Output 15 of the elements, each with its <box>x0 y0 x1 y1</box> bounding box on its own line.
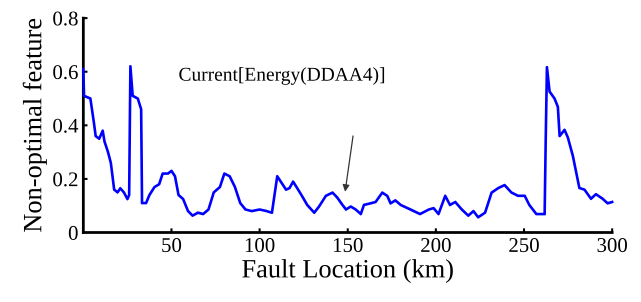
annotation: Current[Energy(DDAA4)] <box>179 67 384 85</box>
y-tick-label: 0.6 <box>53 65 78 80</box>
x-axis-title: Fault Location (km) <box>242 259 453 284</box>
x-tick-label: 300 <box>598 238 627 252</box>
y-axis-title: Non-optimal feature <box>22 18 47 232</box>
x-tick-label: 250 <box>509 238 539 252</box>
y-tick-label: 0.8 <box>53 11 78 26</box>
y-tick-label: 0.2 <box>53 172 78 186</box>
x-tick-label: 200 <box>421 238 451 252</box>
x-tick-label: 100 <box>246 238 274 252</box>
x-tick-label: 50 <box>162 238 182 252</box>
x-tick-label: 150 <box>334 238 363 252</box>
y-tick-label: 0 <box>68 226 78 240</box>
line-series <box>82 65 614 219</box>
y-tick-label: 0.4 <box>53 118 78 133</box>
